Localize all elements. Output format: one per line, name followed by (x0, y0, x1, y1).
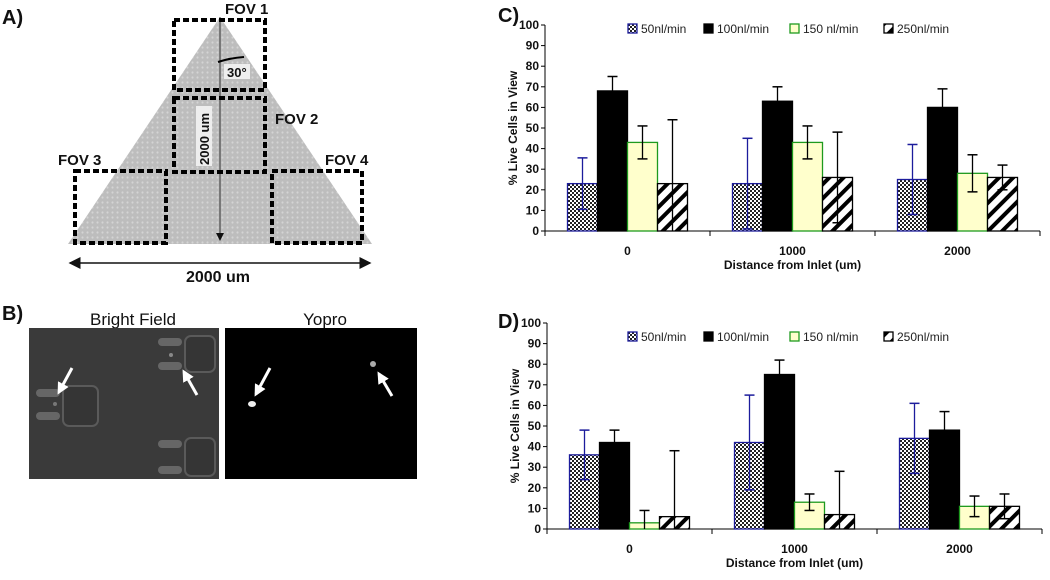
legend-label: 250nl/min (897, 330, 949, 344)
legend-swatch (703, 331, 714, 342)
legend-swatch (789, 331, 800, 342)
y-tick-label: 40 (526, 142, 540, 156)
fov2-label: FOV 2 (275, 111, 318, 128)
legend-label: 100nl/min (717, 330, 769, 344)
bar-100nlmin (596, 90, 629, 232)
bar-100nlmin (926, 106, 959, 232)
legend-swatch (789, 23, 800, 34)
arrow-icon (57, 367, 74, 395)
legend-label: 50nl/min (641, 330, 686, 344)
x-axis-label: Distance from Inlet (um) (724, 258, 861, 272)
x-tick-label: 2000 (946, 542, 973, 556)
y-tick-label: 70 (526, 80, 540, 94)
angle-label: 30° (227, 65, 247, 80)
x-tick-label: 0 (626, 542, 633, 556)
x-tick-label: 1000 (781, 542, 808, 556)
panel-b: B) Bright Field Yopro (2, 303, 417, 479)
fov1-label: FOV 1 (225, 1, 268, 18)
height-label: 2000 um (197, 113, 212, 165)
y-tick-label: 0 (534, 522, 541, 536)
bar-100nlmin (598, 441, 631, 530)
y-tick-label: 40 (528, 440, 542, 454)
x-tick-label: 1000 (779, 244, 806, 258)
y-tick-label: 10 (528, 501, 542, 515)
bar-250nlmin (986, 176, 1019, 232)
y-tick-label: 0 (532, 224, 539, 238)
y-tick-label: 50 (526, 121, 540, 135)
y-tick-label: 90 (528, 337, 542, 351)
x-tick-label: 2000 (944, 244, 971, 258)
bar-100nlmin (761, 100, 794, 232)
fov2-box (172, 96, 267, 174)
legend-label: 150 nl/min (803, 330, 858, 344)
fov4-box (270, 169, 364, 245)
bright-field-title: Bright Field (90, 310, 176, 329)
panel-label: D) (498, 311, 519, 333)
y-tick-label: 20 (528, 481, 542, 495)
panel-a: A) 30° 2000 um FOV 1 FOV 2 FOV 3 FOV 4 2… (2, 1, 372, 286)
x-tick-label: 0 (624, 244, 631, 258)
y-tick-label: 80 (526, 59, 540, 73)
y-tick-label: 20 (526, 183, 540, 197)
y-tick-label: 80 (528, 357, 542, 371)
bar-100nlmin (763, 373, 796, 530)
legend-label: 50nl/min (641, 22, 686, 36)
y-tick-label: 30 (528, 460, 542, 474)
legend-swatch (883, 23, 894, 34)
bar-100nlmin (928, 429, 961, 530)
y-tick-label: 30 (526, 162, 540, 176)
fov3-label: FOV 3 (58, 152, 101, 169)
y-axis-label: % Live Cells in View (508, 368, 522, 483)
angle-label-bg (224, 64, 250, 79)
width-label: 2000 um (186, 269, 250, 286)
y-tick-label: 100 (519, 18, 539, 32)
legend-swatch (883, 331, 894, 342)
y-tick-label: 70 (528, 378, 542, 392)
legend-swatch (627, 331, 638, 342)
y-axis-label: % Live Cells in View (506, 70, 520, 185)
x-axis-label: Distance from Inlet (um) (726, 556, 863, 570)
panel-b-label: B) (2, 303, 23, 325)
legend-swatch (703, 23, 714, 34)
panel-a-label: A) (2, 7, 23, 29)
legend-label: 150 nl/min (803, 22, 858, 36)
bright-field-image (29, 328, 219, 479)
legend-label: 100nl/min (717, 22, 769, 36)
y-tick-label: 100 (521, 316, 541, 330)
panel-label: C) (498, 5, 519, 27)
angle-arc-icon (217, 56, 245, 63)
yopro-image (225, 328, 417, 479)
legend-label: 250nl/min (897, 22, 949, 36)
fov1-box (172, 18, 267, 92)
fov3-box (73, 169, 168, 245)
arrow-icon (377, 371, 394, 397)
y-tick-label: 60 (526, 100, 540, 114)
legend-swatch (627, 23, 638, 34)
y-tick-label: 60 (528, 398, 542, 412)
fov4-label: FOV 4 (325, 152, 369, 169)
chart-d: D) 0 10 20 30 40 50 60 70 80 90 100 % Live Cells in … (498, 311, 1043, 570)
y-tick-label: 10 (526, 203, 540, 217)
legend: 50nl/min 100nl/min 150 nl/min 250nl/min (627, 22, 949, 36)
chart-c: C) 0 10 20 30 40 50 60 70 80 90 100 % Live Cells in … (498, 5, 1041, 272)
yopro-title: Yopro (303, 310, 347, 329)
legend: 50nl/min 100nl/min 150 nl/min 250nl/min (627, 330, 949, 344)
arrow-icon (254, 367, 272, 397)
height-label-bg (196, 106, 212, 166)
y-tick-label: 90 (526, 39, 540, 53)
arrow-icon (182, 369, 199, 396)
y-tick-label: 50 (528, 419, 542, 433)
